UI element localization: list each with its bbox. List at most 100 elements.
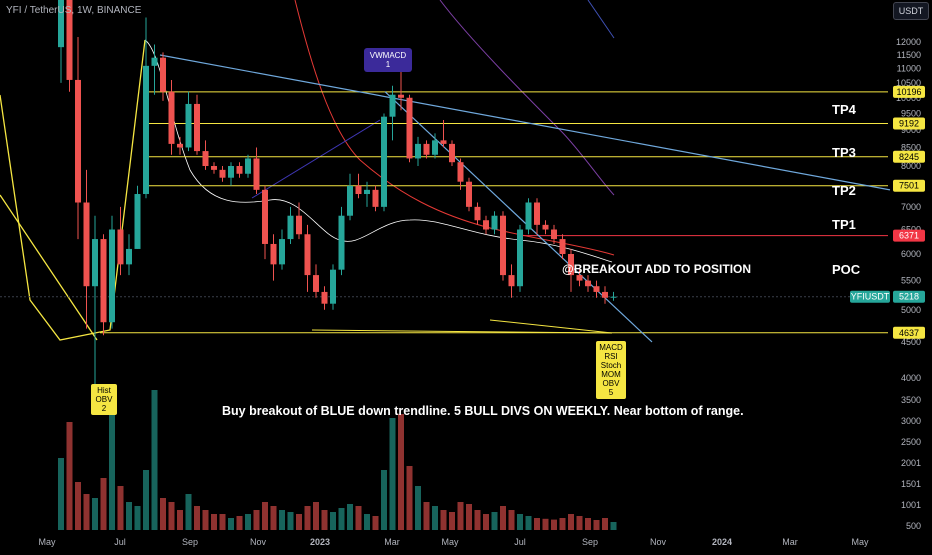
candle-body: [211, 166, 217, 170]
y-tick-label: 1501: [901, 479, 921, 489]
candle-body: [296, 215, 302, 235]
candle-body: [92, 239, 98, 287]
price-tag-label: 6371: [899, 231, 919, 241]
y-tick-label: 500: [906, 521, 921, 531]
support-line: [311, 329, 613, 334]
candle-body: [440, 140, 447, 144]
volume-bar: [219, 514, 226, 530]
candle-body: [372, 189, 379, 207]
volume-bar: [194, 506, 200, 530]
candle-body: [500, 215, 506, 276]
candle-body: [75, 79, 81, 203]
y-axis: 500 1001 1501 2001 2500 3000 3500 4000 4500 5000 5…: [896, 37, 921, 531]
divs-line-2: RSI: [604, 352, 618, 361]
volume-bars: [58, 390, 617, 530]
price-tag: [893, 150, 925, 163]
candle-body: [270, 243, 277, 265]
y-tick-label: 6000: [901, 249, 921, 259]
candle-body: [330, 269, 336, 304]
volume-bar: [296, 514, 302, 530]
x-tick-label: Sep: [582, 537, 598, 547]
candle-body: [304, 234, 311, 276]
candle-body: [100, 239, 107, 323]
volume-bar: [500, 506, 506, 530]
yellow-ma-line: [0, 39, 146, 341]
candle-body: [491, 215, 498, 230]
candle-body: [415, 143, 421, 159]
x-tick-label: May: [851, 537, 869, 547]
volume-bar: [143, 470, 149, 530]
candle-body: [449, 143, 455, 163]
price-tag: [893, 85, 925, 98]
candle-body: [568, 253, 574, 276]
candle-body: [508, 275, 515, 287]
candle-body: [610, 296, 617, 298]
candle-body: [525, 202, 532, 230]
divs-line-6: 5: [608, 388, 614, 397]
candle-body: [398, 94, 404, 98]
vwmacd-callout-line-2: 1: [385, 60, 391, 69]
price-tag: [893, 117, 925, 130]
volume-bar: [381, 470, 387, 530]
purple-ma-line: [439, 0, 615, 196]
poc-label: POC: [832, 262, 861, 277]
volume-bar: [270, 506, 277, 530]
candle-body: [143, 65, 149, 195]
price-tag: [893, 179, 925, 192]
currency-selector[interactable]: USDT: [893, 2, 929, 20]
volume-bar: [338, 508, 345, 530]
volume-bar: [491, 512, 498, 530]
x-tick-label: Nov: [250, 537, 267, 547]
breakout-annotation: @BREAKOUT ADD TO POSITION: [562, 262, 752, 276]
main-annotation: Buy breakout of BLUE down trendline. 5 B…: [222, 404, 744, 418]
volume-bar: [313, 502, 319, 530]
volume-bar: [593, 520, 600, 530]
candle-body: [58, 0, 64, 48]
volume-bar: [236, 516, 243, 530]
volume-bar: [508, 510, 515, 530]
symbol-title[interactable]: YFI / TetherUS, 1W, BINANCE: [6, 5, 142, 16]
candle-body: [347, 185, 353, 216]
candle-body: [279, 239, 285, 265]
volume-bar: [602, 518, 608, 530]
volume-bar: [364, 514, 370, 530]
candle-body: [168, 91, 175, 144]
volume-bar: [304, 506, 311, 530]
volume-bar: [321, 510, 328, 530]
volume-bar: [398, 414, 404, 530]
volume-bar: [287, 512, 294, 530]
candle-body: [474, 206, 481, 221]
volume-bar: [551, 519, 557, 530]
volume-bar: [279, 510, 285, 530]
candle-body: [185, 103, 192, 148]
candle-body: [117, 229, 124, 265]
yellow-fan-line: [0, 194, 98, 341]
candle-body: [534, 202, 540, 225]
hist-line-3: 2: [101, 404, 107, 413]
candle-body: [338, 215, 345, 270]
candle-body: [287, 215, 294, 240]
candle-body: [313, 275, 319, 292]
price-tag-label: 8245: [899, 152, 919, 162]
x-tick-label: Mar: [782, 537, 798, 547]
volume-bar: [474, 510, 481, 530]
volume-bar: [228, 518, 234, 530]
candle-body: [585, 280, 591, 287]
y-tick-label: 1001: [901, 500, 921, 510]
volume-bar: [406, 466, 413, 530]
volume-bar: [355, 506, 362, 530]
y-tick-label: 10500: [896, 78, 921, 88]
candle-body: [457, 162, 464, 182]
y-tick-label: 4000: [901, 373, 921, 383]
x-tick-label: May: [38, 537, 56, 547]
volume-bar: [185, 494, 192, 530]
volume-bar: [483, 514, 489, 530]
candle-body: [483, 220, 489, 230]
x-tick-label: 2023: [310, 537, 330, 547]
candle-body: [593, 286, 600, 292]
volume-bar: [100, 478, 107, 530]
volume-bar: [160, 498, 166, 530]
blue-down-trendline: [159, 54, 891, 191]
candle-body: [432, 140, 438, 155]
